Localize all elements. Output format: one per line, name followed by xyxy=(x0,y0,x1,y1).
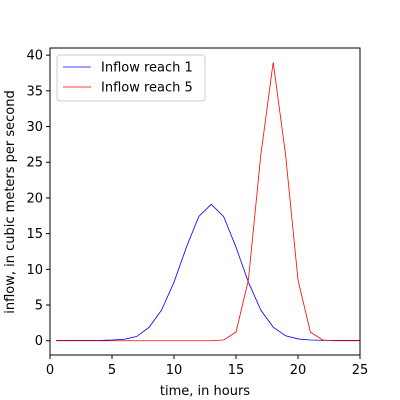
y-tick-label: 30 xyxy=(26,120,43,135)
series-line-2 xyxy=(56,62,360,342)
x-tick-label: 10 xyxy=(166,363,183,378)
series-line-1 xyxy=(56,203,360,341)
y-tick-label: 35 xyxy=(26,84,43,99)
x-tick-label: 5 xyxy=(108,363,116,378)
y-tick-label: 20 xyxy=(26,191,43,206)
y-tick-label: 0 xyxy=(35,334,43,349)
x-axis-title: time, in hours xyxy=(160,384,250,399)
x-tick-label: 0 xyxy=(46,363,54,378)
legend-box xyxy=(56,54,206,102)
y-tick-label: 10 xyxy=(26,263,43,278)
y-tick-label: 15 xyxy=(26,227,43,242)
plot-frame xyxy=(49,47,361,356)
x-tick-label: 15 xyxy=(228,363,245,378)
y-tick-label: 25 xyxy=(26,156,43,171)
x-tick-label: 25 xyxy=(352,363,369,378)
x-tick-label: 20 xyxy=(290,363,307,378)
y-axis-ticks: 0 5 10 15 20 25 30 35 40 xyxy=(26,49,50,349)
y-tick-label: 40 xyxy=(26,49,43,64)
x-axis-ticks: 0 5 10 15 20 25 xyxy=(46,355,368,378)
plot-area xyxy=(56,62,360,342)
y-axis-title: inflow, in cubic meters per second xyxy=(3,90,18,314)
y-tick-label: 5 xyxy=(35,299,43,314)
legend-label-1: Inflow reach 1 xyxy=(101,61,193,76)
legend: Inflow reach 1 Inflow reach 5 xyxy=(56,54,206,102)
legend-label-2: Inflow reach 5 xyxy=(101,81,193,96)
